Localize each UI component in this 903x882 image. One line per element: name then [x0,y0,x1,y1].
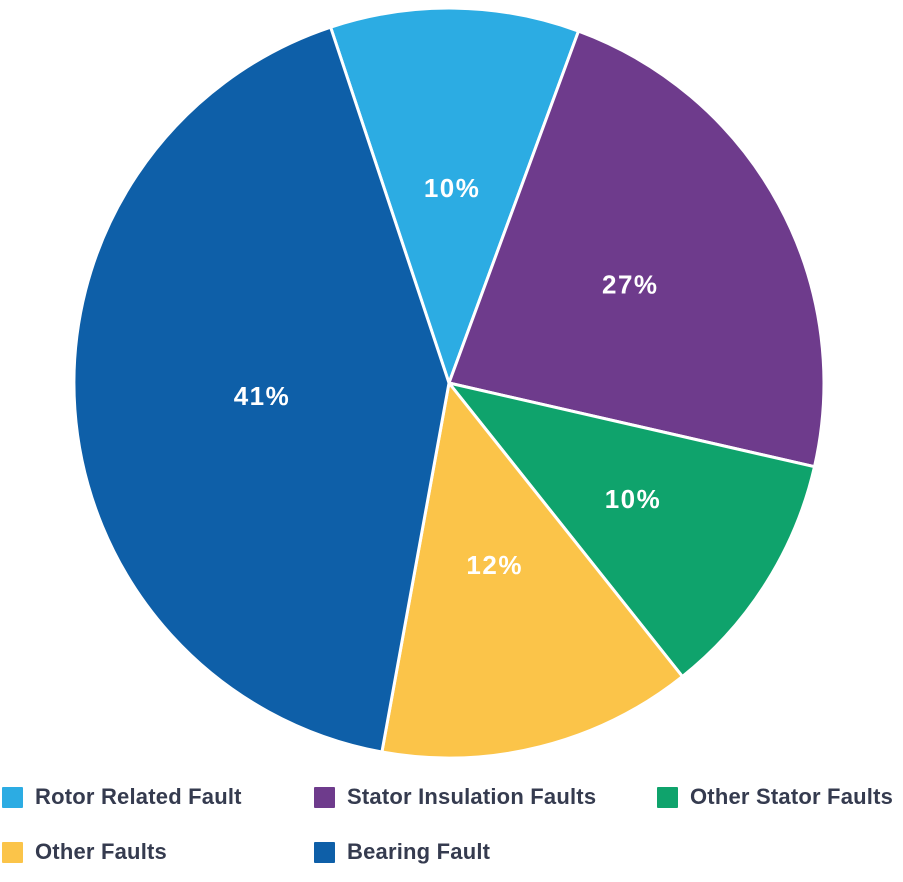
chart-legend: Rotor Related Fault Stator Insulation Fau… [2,784,901,882]
legend-swatch-icon [2,841,23,863]
slice-value-label-stator-insulation-faults: 27% [602,270,659,300]
slice-value-label-other-stator-faults: 10% [605,484,662,514]
legend-item-bearing-fault: Bearing Fault [314,839,657,865]
pie-chart-svg: 10% 27% 10% 12% 41% [72,6,826,760]
legend-label: Other Stator Faults [690,784,894,809]
legend-swatch-icon [2,786,23,808]
legend-label: Bearing Fault [347,839,491,864]
pie-slice-rotor-related-fault [329,6,580,385]
legend-item-other-stator-faults: Other Stator Faults [657,784,901,810]
legend-swatch-icon [314,786,335,808]
legend-label: Stator Insulation Faults [347,784,597,809]
pie-chart: 10% 27% 10% 12% 41% [72,6,826,760]
legend-label: Rotor Related Fault [35,784,242,809]
pie-slice-other-stator-faults [447,381,816,678]
pie-slice-other-faults [380,381,684,760]
slice-value-label-bearing-fault: 41% [234,381,291,411]
legend-row: Rotor Related Fault Stator Insulation Fau… [2,784,901,810]
legend-row: Other Faults Bearing Fault [2,839,901,865]
legend-swatch-icon [314,841,335,863]
legend-item-rotor-related-fault: Rotor Related Fault [2,784,314,810]
legend-item-other-faults: Other Faults [2,839,314,865]
slice-value-label-rotor-related-fault: 10% [424,173,481,203]
pie-slice-stator-insulation-faults [447,29,826,469]
legend-swatch-icon [657,786,678,808]
pie-slice-bearing-fault [72,25,451,754]
slice-value-label-other-faults: 12% [466,550,523,580]
legend-item-stator-insulation-faults: Stator Insulation Faults [314,784,657,810]
legend-label: Other Faults [35,839,167,864]
